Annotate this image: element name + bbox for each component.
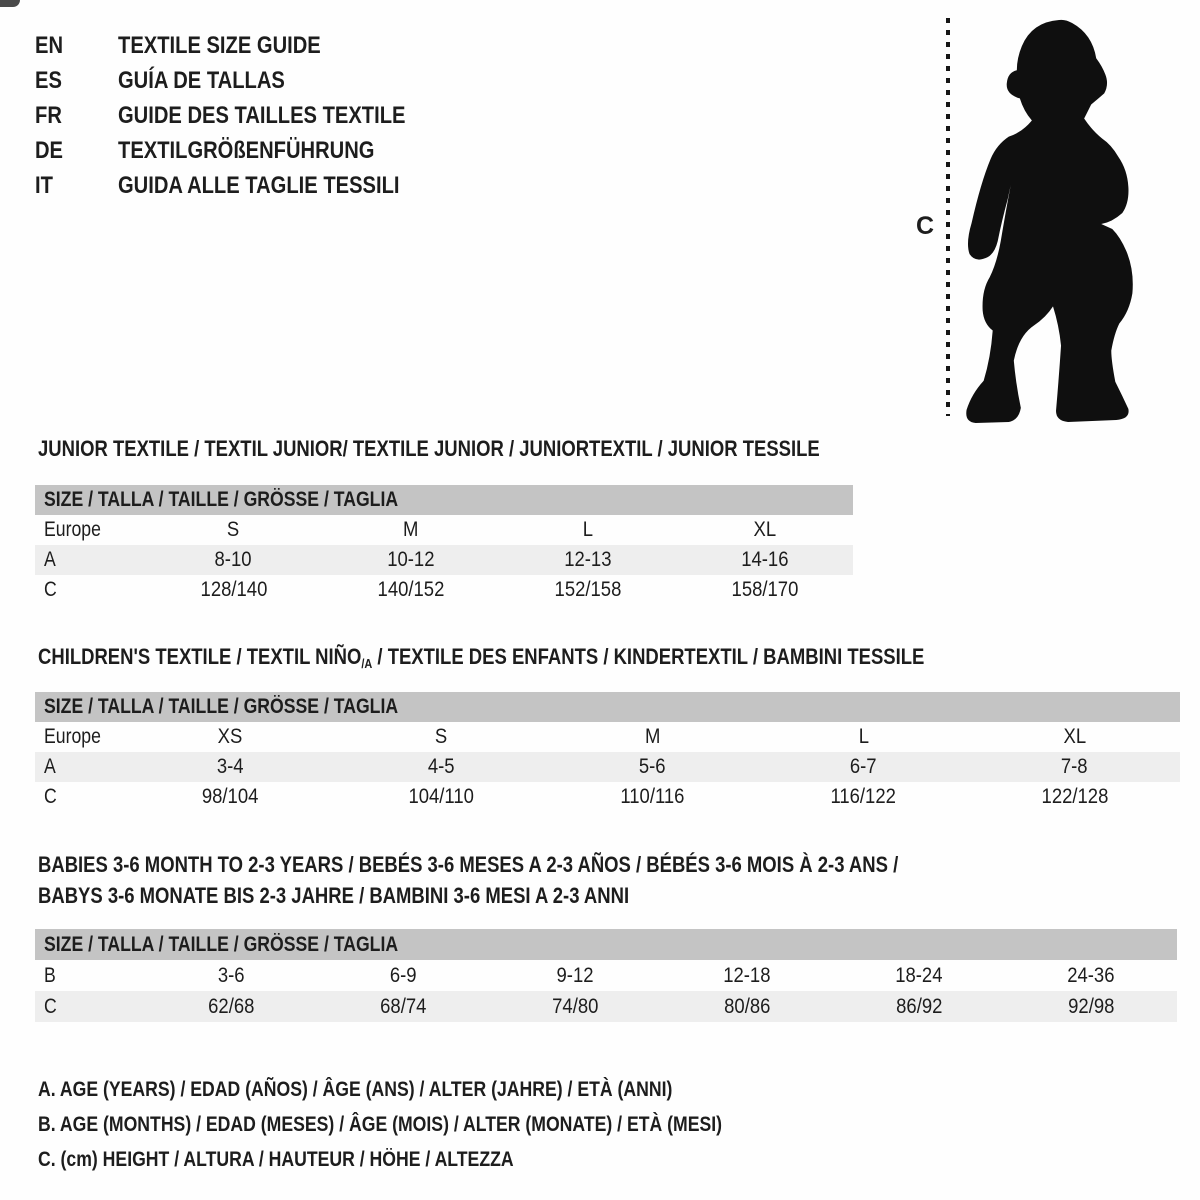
children-size-table: SIZE / TALLA / TAILLE / GRÖSSE / TAGLIA …	[35, 692, 1180, 812]
region-label: Europe	[44, 725, 101, 748]
height-cell: 80/86	[661, 991, 833, 1022]
height-cell: 110/116	[620, 785, 685, 808]
age-cell: 9-12	[556, 963, 594, 987]
height-cell: 104/110	[408, 785, 475, 808]
page-title: TEXTILE SIZE GUIDE	[118, 31, 321, 59]
row-label-c: C	[44, 578, 57, 601]
height-measure-dotted-line	[946, 18, 950, 416]
junior-section-title: JUNIOR TEXTILE / TEXTIL JUNIOR/ TEXTILE …	[38, 436, 820, 461]
nino-a-subscript: /A	[361, 656, 373, 671]
age-cell: 24-36	[1067, 963, 1115, 987]
row-label-a: A	[35, 752, 125, 782]
language-label: TEXTILGRÖßENFÜHRUNG	[118, 136, 375, 164]
image-corner-artifact	[0, 0, 20, 7]
size-header-bar: SIZE / TALLA / TAILLE / GRÖSSE / TAGLIA	[35, 692, 1180, 722]
measurement-legend: A. AGE (YEARS) / EDAD (AÑOS) / ÂGE (ANS)…	[38, 1072, 852, 1177]
age-cell: 3-6	[217, 963, 245, 987]
language-label: GUIDA ALLE TAGLIE TESSILI	[118, 171, 400, 199]
size-cell: M	[402, 518, 419, 541]
language-header: EN TEXTILE SIZE GUIDE ES GUÍA DE TALLAS …	[35, 28, 460, 203]
language-label: GUIDE DES TAILLES TEXTILE	[118, 101, 406, 129]
language-label: GUÍA DE TALLAS	[118, 66, 285, 94]
height-cell: 86/92	[833, 991, 1005, 1022]
row-label-c: C	[35, 991, 145, 1022]
age-cell: 12-18	[723, 963, 771, 987]
size-cell: M	[644, 725, 661, 748]
row-label-a: A	[35, 545, 145, 575]
babies-section-title: BABIES 3-6 MONTH TO 2-3 YEARS / BEBÉS 3-…	[38, 852, 899, 908]
babies-size-table: SIZE / TALLA / TAILLE / GRÖSSE / TAGLIA …	[35, 929, 1177, 1022]
size-cell: L	[582, 518, 593, 541]
age-cell: 18-24	[895, 963, 943, 987]
height-cell: 68/74	[317, 991, 489, 1022]
junior-size-table: SIZE / TALLA / TAILLE / GRÖSSE / TAGLIA …	[35, 485, 853, 605]
legend-line-c: C. (cm) HEIGHT / ALTURA / HAUTEUR / HÖHE…	[38, 1147, 514, 1171]
size-header-bar: SIZE / TALLA / TAILLE / GRÖSSE / TAGLIA	[35, 485, 853, 515]
language-code: EN	[35, 31, 64, 59]
age-cell: 10-12	[322, 545, 499, 575]
language-row: DE TEXTILGRÖßENFÜHRUNG	[35, 133, 460, 168]
size-cell: S	[227, 518, 240, 541]
age-cell: 8-10	[145, 545, 322, 575]
language-row: IT GUIDA ALLE TAGLIE TESSILI	[35, 168, 460, 203]
size-cell: S	[435, 725, 448, 748]
row-label-b: B	[44, 963, 56, 987]
height-cell: 116/122	[830, 785, 897, 808]
age-cell: 4-5	[336, 752, 547, 782]
size-cell: XL	[753, 518, 776, 541]
language-code: IT	[35, 171, 53, 199]
language-code: ES	[35, 66, 62, 94]
age-cell: 7-8	[969, 752, 1180, 782]
height-cell: 74/80	[489, 991, 661, 1022]
measure-label-c: C	[916, 212, 935, 240]
language-row: FR GUIDE DES TAILLES TEXTILE	[35, 98, 460, 133]
age-cell: 12-13	[499, 545, 676, 575]
legend-line-b: B. AGE (MONTHS) / EDAD (MESES) / ÂGE (MO…	[38, 1112, 723, 1136]
size-cell: XL	[1063, 725, 1086, 748]
language-code: DE	[35, 136, 64, 164]
row-label-c: C	[44, 785, 57, 808]
language-code: FR	[35, 101, 62, 129]
height-cell: 92/98	[1005, 991, 1177, 1022]
size-cell: L	[858, 725, 869, 748]
age-cell: 6-7	[758, 752, 969, 782]
children-section-title: CHILDREN'S TEXTILE / TEXTIL NIÑO/A / TEX…	[38, 644, 925, 671]
height-cell: 140/152	[377, 578, 444, 601]
age-cell: 14-16	[676, 545, 853, 575]
size-cell: XS	[218, 725, 243, 748]
age-cell: 6-9	[389, 963, 417, 987]
height-cell: 152/158	[554, 578, 621, 601]
language-row: ES GUÍA DE TALLAS	[35, 63, 460, 98]
age-cell: 3-4	[125, 752, 336, 782]
language-row: EN TEXTILE SIZE GUIDE	[35, 28, 460, 63]
age-cell: 5-6	[547, 752, 758, 782]
height-cell: 158/170	[731, 578, 798, 601]
legend-line-a: A. AGE (YEARS) / EDAD (AÑOS) / ÂGE (ANS)…	[38, 1077, 673, 1101]
region-label: Europe	[44, 518, 101, 541]
height-cell: 122/128	[1041, 785, 1108, 808]
height-cell: 62/68	[145, 991, 317, 1022]
height-cell: 128/140	[200, 578, 267, 601]
size-header-bar: SIZE / TALLA / TAILLE / GRÖSSE / TAGLIA	[35, 929, 1177, 960]
height-cell: 98/104	[202, 785, 259, 808]
toddler-silhouette-icon	[966, 19, 1133, 423]
